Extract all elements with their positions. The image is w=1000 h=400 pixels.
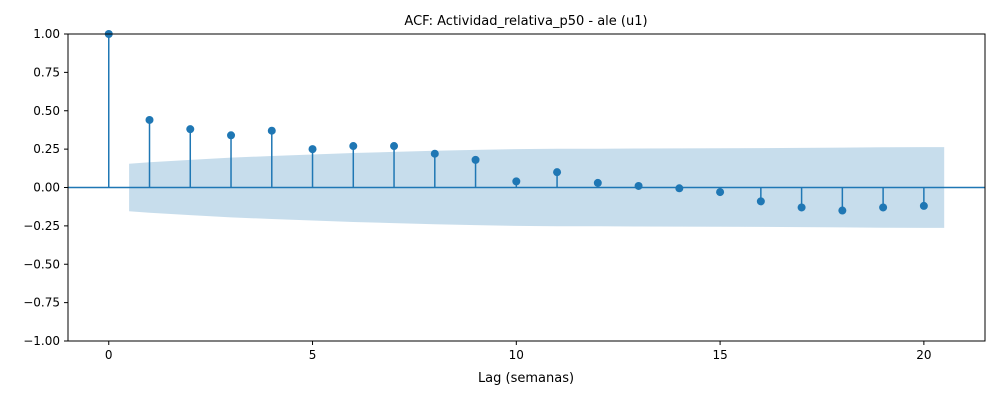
- acf-point-lag-9: [471, 155, 480, 164]
- x-tick-label: 20: [916, 348, 931, 362]
- y-tick-label: 0.00: [33, 181, 60, 195]
- y-tick-label: −0.25: [23, 219, 60, 233]
- x-tick-label: 5: [309, 348, 317, 362]
- acf-point-lag-7: [390, 142, 399, 151]
- y-tick-label: −0.50: [23, 257, 60, 271]
- y-axis-ticks: −1.00 −0.75 −0.50 −0.25 0.00 0.25 0.50 0.75 1.00: [23, 27, 68, 348]
- x-tick-label: 15: [712, 348, 727, 362]
- chart-title: ACF: Actividad_relativa_p50 - ale (u1): [404, 14, 647, 29]
- x-axis-label: Lag (semanas): [478, 371, 574, 386]
- acf-point-lag-12: [593, 178, 602, 187]
- acf-point-lag-4: [267, 126, 276, 135]
- x-tick-label: 10: [509, 348, 524, 362]
- y-tick-label: 0.75: [33, 65, 60, 79]
- x-axis-ticks: 0 5 10 15 20: [105, 341, 932, 362]
- acf-point-lag-13: [634, 181, 643, 190]
- acf-point-lag-10: [512, 177, 521, 186]
- acf-point-lag-16: [756, 197, 765, 206]
- acf-point-lag-11: [553, 168, 562, 177]
- acf-point-lag-1: [145, 115, 154, 124]
- y-tick-label: 0.25: [33, 142, 60, 156]
- acf-point-lag-14: [675, 184, 684, 193]
- acf-point-lag-3: [227, 131, 236, 140]
- y-tick-label: −1.00: [23, 334, 60, 348]
- acf-point-lag-6: [349, 142, 358, 151]
- stems-layer: [104, 30, 928, 215]
- acf-point-lag-20: [919, 201, 928, 210]
- acf-point-lag-18: [838, 206, 847, 215]
- x-tick-label: 0: [105, 348, 113, 362]
- acf-point-lag-19: [879, 203, 888, 212]
- y-tick-label: 0.50: [33, 104, 60, 118]
- acf-point-lag-8: [430, 149, 439, 158]
- acf-point-lag-17: [797, 203, 806, 212]
- y-tick-label: −0.75: [23, 296, 60, 310]
- acf-point-lag-2: [186, 125, 195, 134]
- y-tick-label: 1.00: [33, 27, 60, 41]
- acf-point-lag-5: [308, 145, 317, 154]
- acf-point-lag-15: [716, 188, 725, 197]
